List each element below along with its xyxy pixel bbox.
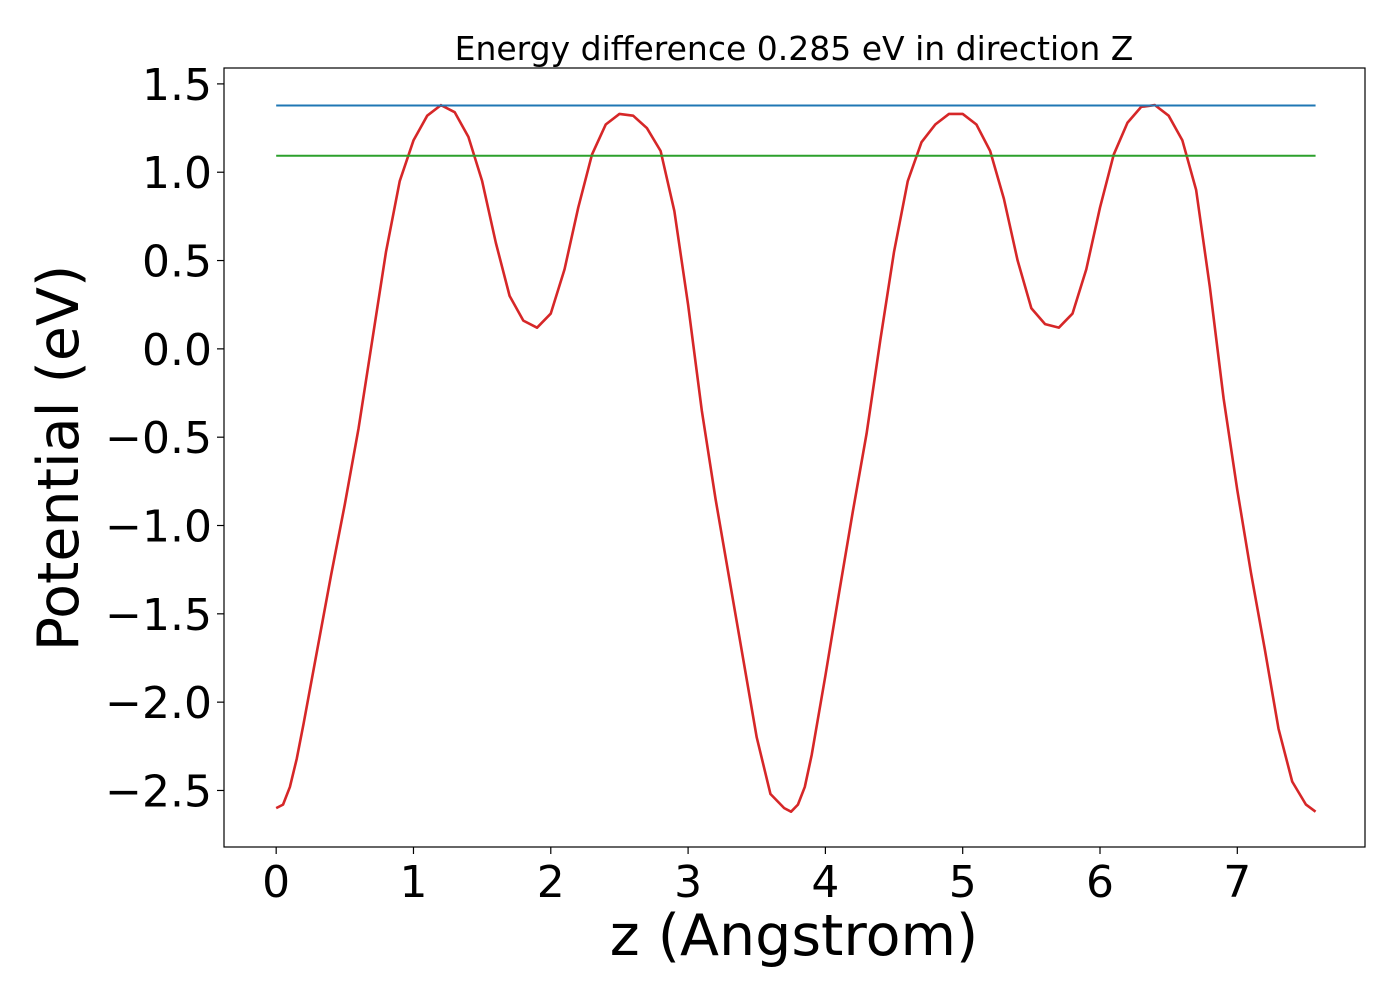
x-tick-label: 2 [537, 857, 565, 908]
y-tick-label: −1.5 [105, 590, 212, 641]
x-tick-label: 6 [1086, 857, 1114, 908]
x-tick-label: 3 [674, 857, 702, 908]
y-tick-label: −1.0 [105, 502, 212, 553]
plot-frame [223, 67, 1366, 848]
x-axis-ticks: 0 1 2 3 4 5 6 7 [262, 847, 1251, 908]
y-axis-label: Potential (eV) [26, 265, 92, 651]
y-tick-label: −0.5 [105, 413, 212, 464]
y-tick-label: 0.5 [142, 237, 212, 288]
x-tick-label: 5 [949, 857, 977, 908]
x-tick-label: 0 [262, 857, 290, 908]
chart-title: Energy difference 0.285 eV in direction … [455, 29, 1134, 68]
x-tick-label: 7 [1223, 857, 1251, 908]
y-tick-label: 0.0 [142, 325, 212, 376]
y-tick-label: 1.0 [142, 148, 212, 199]
potential-curve-line [275, 103, 1317, 813]
x-tick-label: 1 [399, 857, 427, 908]
x-axis-label: z (Angstrom) [610, 903, 978, 969]
y-tick-label: −2.5 [105, 766, 212, 817]
y-tick-label: 1.5 [142, 60, 212, 111]
y-axis-ticks: 1.5 1.0 0.5 0.0 −0.5 −1.0 −1.5 −2.0 −2.5 [105, 60, 224, 817]
x-tick-label: 4 [811, 857, 839, 908]
y-tick-label: −2.0 [105, 678, 212, 729]
plot-area [275, 103, 1317, 813]
